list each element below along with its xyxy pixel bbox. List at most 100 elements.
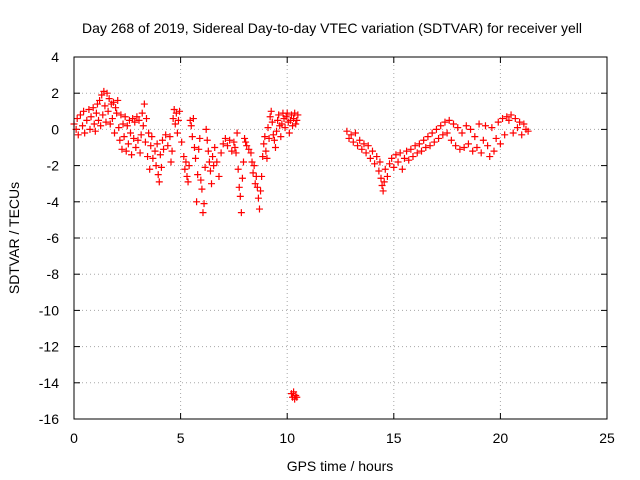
data-point (445, 116, 453, 124)
axis-ticks (73, 56, 608, 420)
data-point (281, 124, 289, 132)
data-point (464, 140, 472, 148)
data-point (96, 96, 104, 104)
data-point (128, 151, 136, 159)
data-point (484, 142, 492, 150)
data-point (155, 178, 163, 186)
y-tick-label: -12 (39, 339, 59, 355)
data-point (136, 149, 144, 157)
data-point (282, 113, 290, 121)
data-point (277, 133, 285, 141)
data-point (293, 393, 301, 401)
y-tick-label: -10 (39, 302, 59, 318)
data-point (249, 169, 257, 177)
data-point (189, 115, 197, 123)
data-point (283, 109, 291, 117)
data-point (105, 95, 113, 103)
data-point (162, 131, 170, 139)
data-point (257, 187, 265, 195)
data-point (231, 144, 239, 151)
data-point (109, 98, 117, 106)
data-point (98, 91, 106, 99)
data-point (234, 165, 242, 173)
data-point (209, 153, 217, 161)
data-point (509, 129, 517, 137)
data-point (122, 147, 130, 155)
data-point (424, 133, 432, 141)
chart-title: Day 268 of 2019, Sidereal Day-to-day VTE… (82, 20, 582, 36)
data-point (376, 158, 384, 166)
y-tick-label: -6 (47, 230, 60, 246)
data-point (415, 140, 423, 148)
data-point (383, 172, 391, 180)
data-point (130, 134, 138, 142)
data-point (83, 116, 91, 124)
data-point (92, 109, 100, 117)
data-point (473, 144, 481, 151)
data-point (238, 174, 246, 182)
data-point (400, 154, 408, 162)
data-point (426, 142, 434, 150)
x-tick-label: 10 (279, 430, 295, 446)
data-point (174, 116, 182, 124)
data-point (471, 133, 479, 141)
data-point (520, 120, 528, 128)
data-point (226, 136, 234, 144)
data-point (139, 122, 147, 130)
data-point (111, 129, 119, 137)
data-point (193, 198, 201, 206)
data-point (343, 127, 351, 135)
data-point (460, 144, 468, 151)
data-point (398, 165, 406, 173)
data-point (364, 142, 372, 150)
data-point (142, 115, 150, 123)
data-point (145, 129, 153, 137)
data-point (176, 107, 184, 115)
x-tick-label: 5 (177, 430, 185, 446)
data-point (430, 138, 438, 146)
data-point (379, 187, 387, 195)
data-point (524, 127, 532, 135)
data-point (349, 138, 357, 146)
data-point (230, 138, 238, 146)
data-point (439, 131, 447, 139)
data-point (235, 183, 243, 191)
data-point (354, 142, 362, 150)
data-point (273, 127, 281, 135)
data-point (366, 154, 374, 162)
data-point (386, 160, 394, 168)
data-point (213, 158, 221, 166)
data-point (192, 154, 200, 162)
data-point (113, 109, 121, 117)
data-point (264, 124, 272, 132)
data-point (108, 115, 116, 123)
data-point (95, 116, 103, 124)
data-point (133, 113, 141, 121)
data-point (123, 122, 131, 130)
data-point (422, 144, 430, 151)
data-point (271, 144, 279, 151)
data-point (81, 129, 89, 137)
data-point (390, 163, 398, 171)
data-point (204, 147, 212, 155)
data-point (475, 120, 483, 128)
data-point (486, 153, 494, 161)
data-point (291, 109, 299, 117)
data-point (245, 145, 253, 153)
data-point (157, 163, 165, 171)
data-point (268, 118, 276, 126)
data-point (124, 140, 132, 148)
data-point (104, 107, 112, 115)
data-point (115, 124, 123, 132)
data-point (269, 131, 277, 139)
data-point (73, 115, 81, 123)
data-point (293, 116, 301, 124)
data-point (168, 147, 176, 155)
plot-frame (73, 56, 608, 420)
data-point (290, 388, 298, 396)
data-point (129, 115, 137, 123)
data-point (144, 153, 152, 161)
data-point (259, 153, 267, 161)
data-point (187, 122, 195, 130)
data-point (169, 115, 177, 123)
